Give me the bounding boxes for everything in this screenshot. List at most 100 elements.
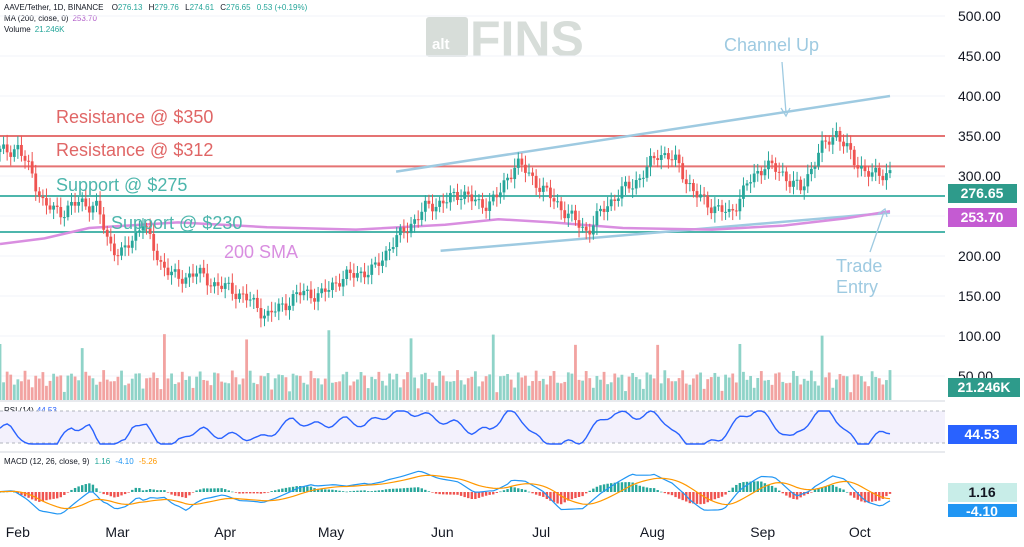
candle-body [792,180,795,187]
volume-bar [863,381,867,400]
candle-body [877,167,881,176]
macd-histogram-bar [567,492,570,501]
volume-bar [813,381,817,400]
volume-bar [788,382,792,400]
volume-bar [692,378,695,400]
macd-histogram-bar [195,490,198,492]
candle-body [509,177,513,180]
volume-bar [248,370,252,400]
volume-bar [838,374,842,400]
volume-bar [366,388,370,400]
candle-body [752,173,756,183]
candle-body [706,195,710,208]
candle-body [484,207,488,211]
volume-bar [62,391,66,400]
volume-bar [738,343,742,400]
macd-histogram-bar [881,492,885,499]
candle-body [570,210,574,214]
volume-bar [827,372,831,400]
candle-body [327,290,331,292]
macd-histogram-bar [563,492,566,503]
volume-bar [334,382,338,400]
candle-body [888,170,892,174]
macd-histogram-bar [481,492,484,497]
candle-body [413,219,417,224]
candle-body [155,250,159,261]
chart-header: AAVE/Tether, 1D, BINANCE O276.13 H279.76… [4,3,308,34]
macd-histogram-bar [649,488,652,492]
macd-histogram-bar [434,492,438,494]
candle-body [702,194,706,196]
macd-histogram-bar [477,492,481,498]
candle-body [456,191,459,201]
candle-body [538,187,542,192]
volume-bar [313,378,316,400]
volume-bar [16,379,20,400]
ma-line: MA (200, close, 0) 253.70 [4,14,98,23]
volume-bar [234,377,238,400]
volume-bar [834,379,838,400]
candle-body [541,185,545,192]
volume-bar [574,344,577,400]
macd-histogram-bar [502,490,506,492]
volume-bar [270,389,274,400]
volume-bar [327,330,331,400]
macd-histogram-bar [760,481,763,492]
candle-body [166,267,170,276]
candle-body [499,192,502,198]
candle-body [774,163,778,172]
candle-body [12,149,16,157]
volume-bar [752,387,756,400]
macd-histogram-bar [48,492,52,500]
macd-histogram-bar [602,484,606,492]
macd-histogram-bar [617,482,620,492]
candle-body [852,149,856,166]
volume-bar [842,375,845,400]
macd-histogram-bar [213,488,216,492]
candle-body [370,264,374,275]
channel-up-arrowhead [780,107,791,118]
macd-histogram-bar [534,492,538,495]
volume-bar [581,380,585,400]
macd-histogram-bar [777,490,781,492]
macd-histogram-bar [620,482,624,492]
last-price-tag [948,184,1017,203]
volume-bar [502,375,506,400]
candle-body [66,205,70,218]
volume-bar [652,378,656,400]
volume-bar [338,381,341,400]
macd-histogram-bar [517,488,520,492]
time-axis[interactable]: Feb Mar Apr May Jun Jul Aug Sep Oct [6,524,871,540]
volume-bar [284,377,288,400]
volume-bars [0,330,892,400]
macd-histogram-bar [770,485,774,492]
volume-bar [534,370,538,400]
candle-body [666,153,670,160]
candle-body [320,288,324,294]
volume-bar [363,375,366,400]
volume-bar [656,344,660,400]
macd-histogram-bar [55,492,59,499]
macd-histogram-bar [874,492,877,502]
candle-body [481,199,484,208]
volume-bar [659,383,663,400]
macd-histogram-bar [84,484,87,492]
candle-body [188,273,191,278]
volume-bar [356,379,359,400]
volume-bar [398,387,402,400]
macd-histogram-bar [127,492,130,493]
macd-histogram-bar [506,489,509,492]
volume-bar [84,371,88,400]
candle-body [860,165,863,169]
macd-histogram-bar [327,489,331,492]
candle-body [73,201,77,206]
macd-histogram-bar [577,492,581,497]
candle-body [416,219,420,221]
macd-histogram-bar [34,492,37,501]
price-axis[interactable]: 500.00450.00400.00350.00300.00250.00200.… [958,8,1001,384]
macd-histogram-bar [256,492,259,494]
candle-body [130,240,134,248]
candle-body [388,249,391,251]
volume-bar [799,384,803,400]
volume-bar [102,370,106,400]
